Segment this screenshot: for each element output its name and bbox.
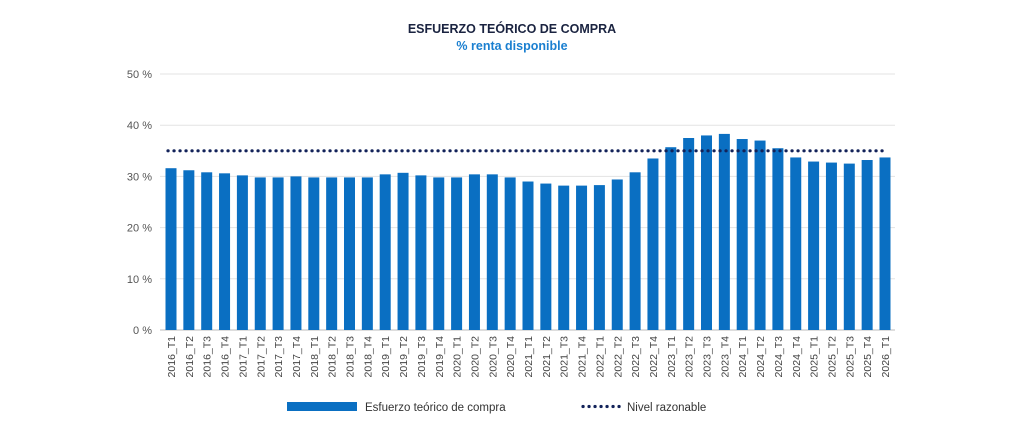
bar bbox=[808, 161, 820, 330]
x-tick-label: 2017_T1 bbox=[237, 336, 249, 378]
x-tick-label: 2026_T1 bbox=[880, 336, 892, 378]
x-tick-label: 2018_T4 bbox=[362, 336, 374, 378]
bar bbox=[361, 177, 373, 330]
x-tick-label: 2020_T1 bbox=[452, 336, 464, 378]
y-tick-label: 40 % bbox=[127, 120, 152, 132]
bar bbox=[451, 177, 463, 330]
x-tick-label: 2018_T2 bbox=[327, 336, 339, 378]
x-tick-label: 2018_T1 bbox=[309, 336, 321, 378]
x-tick-label: 2021_T3 bbox=[559, 336, 571, 378]
bar bbox=[718, 133, 730, 330]
x-tick-label: 2024_T1 bbox=[737, 336, 749, 378]
x-tick-label: 2025_T4 bbox=[862, 336, 874, 378]
x-tick-label: 2023_T2 bbox=[684, 336, 696, 378]
x-tick-label: 2024_T2 bbox=[755, 336, 767, 378]
x-tick-label: 2022_T4 bbox=[648, 336, 660, 378]
x-tick-label: 2019_T1 bbox=[380, 336, 392, 378]
bar bbox=[201, 172, 213, 330]
bar bbox=[272, 177, 284, 330]
x-tick-label: 2016_T4 bbox=[220, 336, 232, 378]
x-tick-label: 2022_T1 bbox=[594, 336, 606, 378]
bar bbox=[236, 175, 248, 330]
x-tick-label: 2023_T4 bbox=[719, 336, 731, 378]
bar bbox=[701, 135, 712, 330]
x-tick-label: 2017_T2 bbox=[255, 336, 267, 378]
x-tick-label: 2021_T2 bbox=[541, 336, 553, 378]
bar bbox=[486, 174, 498, 330]
x-tick-label: 2021_T4 bbox=[577, 336, 589, 378]
bar bbox=[647, 158, 659, 330]
bar bbox=[843, 163, 855, 330]
x-tick-label: 2018_T3 bbox=[345, 336, 357, 378]
bar bbox=[683, 138, 695, 330]
bar bbox=[344, 177, 355, 330]
bar bbox=[165, 168, 177, 330]
bar bbox=[736, 139, 748, 330]
bar bbox=[397, 172, 409, 330]
x-tick-label: 2020_T2 bbox=[469, 336, 481, 378]
bar bbox=[540, 183, 552, 330]
bar bbox=[772, 148, 784, 330]
bar bbox=[183, 170, 195, 330]
bar bbox=[415, 175, 427, 330]
bar bbox=[558, 185, 570, 330]
y-tick-label: 50 % bbox=[127, 69, 152, 81]
x-tick-label: 2025_T3 bbox=[844, 336, 856, 378]
bar bbox=[790, 157, 802, 330]
bar bbox=[433, 177, 445, 330]
bar bbox=[825, 162, 837, 330]
bar bbox=[379, 174, 391, 330]
bar bbox=[468, 174, 480, 330]
x-tick-label: 2023_T1 bbox=[666, 336, 678, 378]
bar bbox=[629, 172, 641, 330]
x-tick-label: 2022_T3 bbox=[630, 336, 642, 378]
legend-label: Nivel razonable bbox=[627, 402, 706, 414]
x-tick-label: 2024_T4 bbox=[791, 336, 803, 378]
x-tick-label: 2020_T3 bbox=[487, 336, 499, 378]
bar bbox=[504, 177, 516, 330]
bar bbox=[611, 179, 623, 330]
bar bbox=[290, 176, 302, 330]
bar bbox=[754, 140, 766, 330]
x-tick-label: 2020_T4 bbox=[505, 336, 517, 378]
x-tick-label: 2022_T2 bbox=[612, 336, 624, 378]
chart-subtitle: % renta disponible bbox=[456, 39, 568, 53]
x-tick-label: 2019_T2 bbox=[398, 336, 410, 378]
x-tick-label: 2019_T4 bbox=[434, 336, 446, 378]
bar bbox=[308, 177, 320, 330]
chart-title: ESFUERZO TEÓRICO DE COMPRA bbox=[407, 22, 617, 36]
x-tick-label: 2025_T1 bbox=[809, 336, 821, 378]
x-tick-label: 2016_T1 bbox=[166, 336, 178, 378]
bar bbox=[522, 181, 534, 330]
legend-bar-swatch bbox=[287, 402, 357, 411]
bar bbox=[665, 147, 677, 330]
x-tick-label: 2019_T3 bbox=[416, 336, 428, 378]
x-tick-label: 2021_T1 bbox=[523, 336, 535, 378]
bar bbox=[879, 157, 891, 330]
bar bbox=[254, 177, 266, 330]
x-tick-label: 2017_T3 bbox=[273, 336, 285, 378]
y-tick-label: 30 % bbox=[127, 171, 152, 183]
x-tick-label: 2024_T3 bbox=[773, 336, 785, 378]
bar bbox=[576, 185, 588, 330]
y-tick-label: 20 % bbox=[127, 223, 152, 235]
bar bbox=[326, 177, 338, 330]
x-tick-label: 2023_T3 bbox=[702, 336, 714, 378]
legend-label: Esfuerzo teórico de compra bbox=[365, 402, 506, 414]
x-tick-label: 2017_T4 bbox=[291, 336, 303, 378]
bar bbox=[219, 173, 231, 330]
x-tick-label: 2025_T2 bbox=[826, 336, 838, 378]
bar bbox=[861, 160, 873, 330]
y-tick-label: 10 % bbox=[127, 274, 152, 286]
x-tick-label: 2016_T2 bbox=[184, 336, 196, 378]
bar bbox=[593, 185, 605, 330]
y-tick-label: 0 % bbox=[133, 325, 152, 337]
x-tick-label: 2016_T3 bbox=[202, 336, 214, 378]
